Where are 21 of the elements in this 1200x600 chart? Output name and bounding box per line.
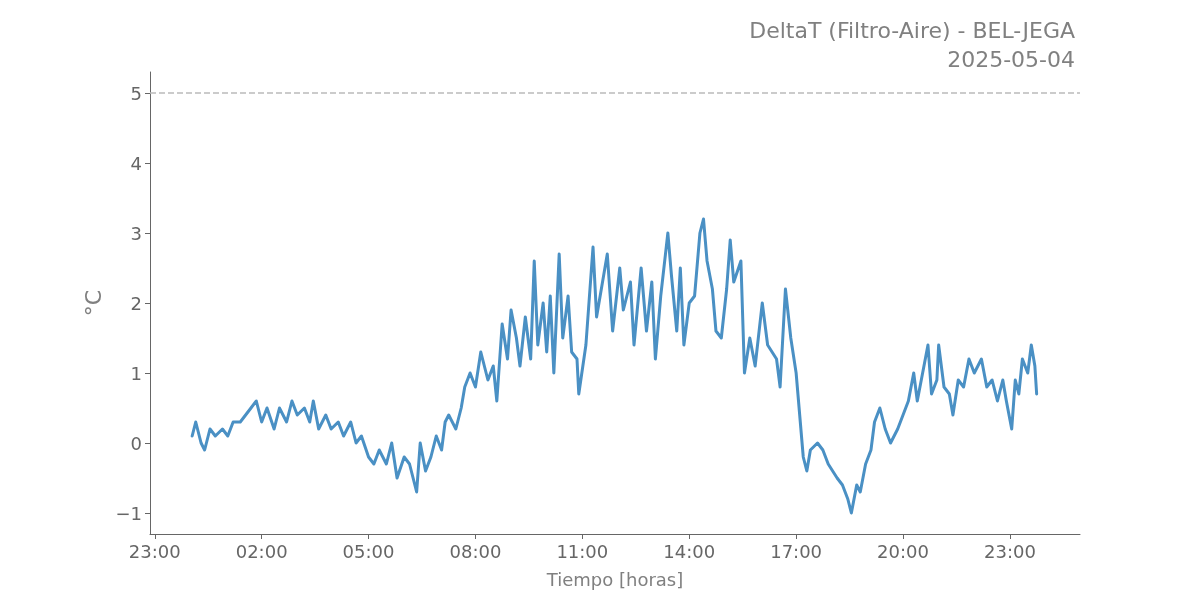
x-tick-label: 23:00: [983, 540, 1036, 562]
x-tick-label: 20:00: [877, 540, 929, 562]
y-tick-label: 5: [130, 82, 142, 104]
y-tick-label: 4: [130, 152, 142, 174]
x-tick-label: 05:00: [342, 540, 395, 562]
x-tick-label: 17:00: [770, 540, 823, 562]
line-series: [190, 217, 1039, 515]
x-axis-title: Tiempo [horas]: [545, 568, 684, 590]
y-tick-label: 2: [130, 292, 142, 314]
y-tick-label: 3: [130, 222, 142, 244]
x-tick-label: 08:00: [449, 540, 502, 562]
chart-title: DeltaT (Filtro-Aire) - BEL-JEGA: [749, 17, 1075, 43]
y-tick-label: 1: [130, 362, 142, 384]
x-tick-label: 02:00: [235, 540, 288, 562]
x-tick-label: 11:00: [556, 540, 609, 562]
x-tick-label: 14:00: [663, 540, 716, 562]
x-tick-label: 23:00: [128, 540, 181, 562]
chart-subtitle: 2025-05-04: [947, 46, 1076, 72]
y-tick-label: −1: [115, 502, 142, 524]
y-axis-title: °C: [80, 289, 106, 317]
y-tick-label: 0: [130, 432, 142, 454]
